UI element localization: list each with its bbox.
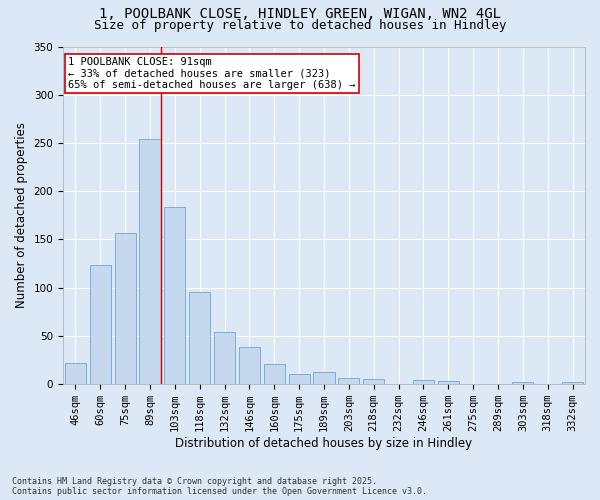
Bar [363, 380, 384, 384]
Text: Size of property relative to detached houses in Hindley: Size of property relative to detached ho… [94, 19, 506, 32]
Text: 1, POOLBANK CLOSE, HINDLEY GREEN, WIGAN, WN2 4GL: 1, POOLBANK CLOSE, HINDLEY GREEN, WIGAN,… [99, 8, 501, 22]
Bar [512, 382, 533, 384]
Bar [164, 206, 185, 384]
Bar [289, 374, 310, 384]
Bar [189, 292, 210, 384]
Bar [139, 139, 161, 384]
Text: 1 POOLBANK CLOSE: 91sqm
← 33% of detached houses are smaller (323)
65% of semi-d: 1 POOLBANK CLOSE: 91sqm ← 33% of detache… [68, 56, 356, 90]
X-axis label: Distribution of detached houses by size in Hindley: Distribution of detached houses by size … [175, 437, 473, 450]
Bar [313, 372, 335, 384]
Bar [115, 232, 136, 384]
Bar [562, 382, 583, 384]
Bar [214, 332, 235, 384]
Bar [338, 378, 359, 384]
Text: Contains HM Land Registry data © Crown copyright and database right 2025.
Contai: Contains HM Land Registry data © Crown c… [12, 476, 427, 496]
Y-axis label: Number of detached properties: Number of detached properties [15, 122, 28, 308]
Bar [438, 382, 459, 384]
Bar [90, 264, 111, 384]
Bar [65, 363, 86, 384]
Bar [264, 364, 285, 384]
Bar [413, 380, 434, 384]
Bar [239, 346, 260, 384]
